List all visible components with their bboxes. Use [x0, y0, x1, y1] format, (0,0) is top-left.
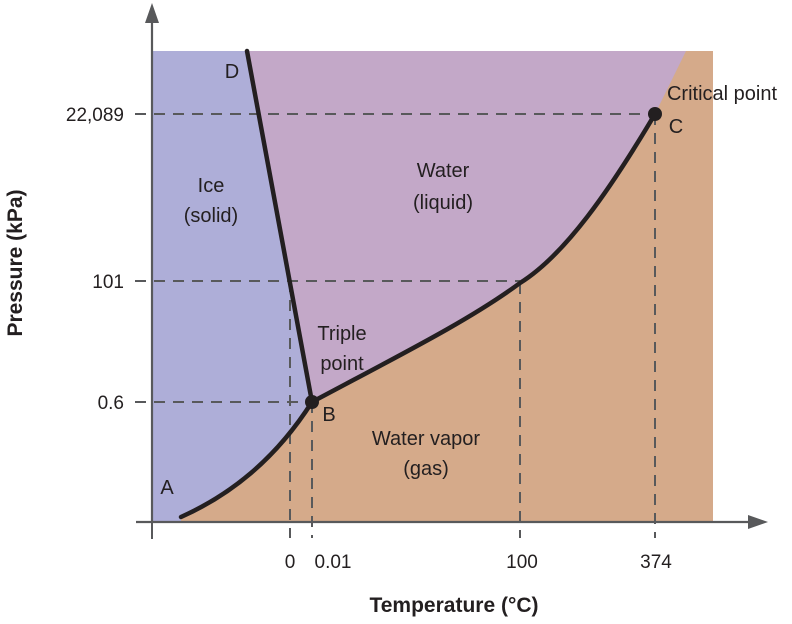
point-b-label: B	[322, 404, 335, 426]
critical-point-marker	[648, 107, 662, 121]
water-state-label: (liquid)	[413, 192, 473, 214]
y-axis-arrow	[145, 3, 159, 23]
x-axis-title: Temperature (°C)	[369, 594, 538, 617]
y-tick-101: 101	[92, 272, 124, 293]
point-a-label: A	[160, 477, 174, 499]
triple-point-label: Triple	[317, 323, 366, 345]
x-tick-100: 100	[506, 552, 538, 573]
liquid-region	[247, 51, 686, 402]
x-tick-374: 374	[640, 552, 672, 573]
axes	[136, 18, 752, 524]
point-c-label: C	[669, 116, 683, 138]
critical-point-label: Critical point	[667, 83, 777, 105]
y-tick-22089: 22,089	[66, 105, 124, 126]
water-label: Water	[417, 160, 470, 182]
y-axis-title: Pressure (kPa)	[4, 189, 27, 336]
phase-boundaries	[178, 48, 658, 520]
vapor-state-label: (gas)	[403, 458, 449, 480]
y-tick-0-6: 0.6	[98, 393, 124, 414]
triple-point-marker	[305, 395, 319, 409]
x-axis-arrow	[748, 515, 768, 529]
x-tick-0: 0	[285, 552, 296, 573]
melting-curve	[244, 48, 315, 405]
vaporization-curve	[309, 111, 658, 405]
point-d-label: D	[225, 61, 239, 83]
triple-point-label-line2: point	[320, 353, 364, 375]
ice-label: Ice	[198, 175, 225, 197]
ice-state-label: (solid)	[184, 205, 238, 227]
sublimation-curve	[178, 399, 315, 520]
x-tick-0-01: 0.01	[315, 552, 352, 573]
vapor-label: Water vapor	[372, 428, 481, 450]
guide-lines	[135, 113, 656, 538]
